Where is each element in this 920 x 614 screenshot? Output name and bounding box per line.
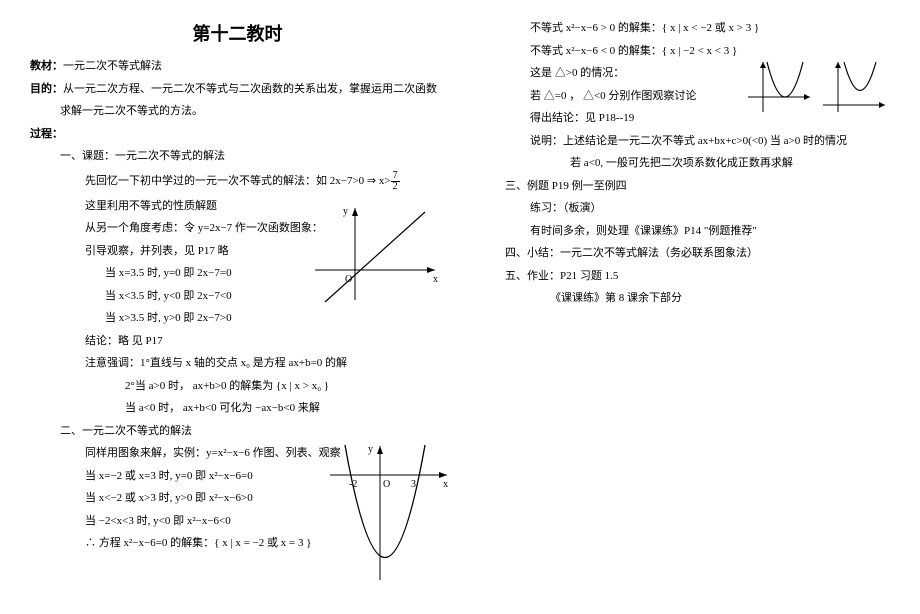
svg-text:3: 3 <box>411 479 416 490</box>
r-line-6: 说明：上述结论是一元二次不等式 ax+bx+c>0(<0) 当 a>0 时的情况 <box>475 133 890 150</box>
r-line-1: 不等式 x²−x−6 > 0 的解集：{ x | x < −2 或 x > 3 … <box>475 20 890 37</box>
y-axis-label: y <box>343 206 348 217</box>
material-line: 教材：一元二次不等式解法 <box>30 58 445 75</box>
frac-num: 7 <box>391 171 400 182</box>
parabola-graph: x y O -2 3 <box>325 440 455 585</box>
section-4-heading: 四、小结：一元二次不等式解法（务必联系图象法） <box>475 245 890 262</box>
lesson-title: 第十二教时 <box>30 20 445 46</box>
purpose-text-1: 从一元二次方程、一元二次不等式与二次函数的关系出发，掌握运用二次函数 <box>63 83 437 95</box>
section-2-heading: 二、一元二次不等式的解法 <box>30 423 445 440</box>
material-label: 教材： <box>30 60 63 72</box>
svg-text:x: x <box>443 479 448 490</box>
process-label: 过程： <box>30 128 63 140</box>
right-column: 不等式 x²−x−6 > 0 的解集：{ x | x < −2 或 x > 3 … <box>460 20 890 594</box>
s1-line-1: 先回忆一下初中学过的一元一次不等式的解法：如 2x−7>0 ⇒ x>72 <box>30 171 445 192</box>
s5-line-1: 《课课练》第 8 课余下部分 <box>475 290 890 307</box>
material-text: 一元二次不等式解法 <box>63 60 162 72</box>
s1-line-9: 注意强调：1°直线与 x 轴的交点 x₀ 是方程 ax+b=0 的解 <box>30 355 445 372</box>
left-column: 第十二教时 教材：一元二次不等式解法 目的：从一元二次方程、一元二次不等式与二次… <box>30 20 460 594</box>
linear-graph: x y O <box>305 200 445 310</box>
r-line-7: 若 a<0, 一般可先把二次项系数化成正数再求解 <box>475 155 890 172</box>
fraction-7-2: 72 <box>391 171 400 192</box>
svg-text:O: O <box>383 479 390 490</box>
svg-text:-2: -2 <box>349 479 357 490</box>
purpose-line-2: 求解一元二次不等式的方法。 <box>30 103 445 120</box>
origin-label: O <box>345 274 352 285</box>
svg-text:y: y <box>368 444 373 455</box>
section-1-heading: 一、课题：一元二次不等式的解法 <box>30 148 445 165</box>
purpose-line-1: 目的：从一元二次方程、一元二次不等式与二次函数的关系出发，掌握运用二次函数 <box>30 81 445 98</box>
s1-line-11: 当 a<0 时， ax+b<0 可化为 −ax−b<0 来解 <box>30 400 445 417</box>
s1-line-8: 结论：略 见 P17 <box>30 333 445 350</box>
s3-line-1: 练习：（板演） <box>475 200 890 217</box>
section-5-heading: 五、作业：P21 习题 1.5 <box>475 268 890 285</box>
mini-parabola-tangent <box>745 57 815 117</box>
s1-line-10: 2°当 a>0 时， ax+b>0 的解集为 {x | x > x₀ } <box>30 378 445 395</box>
s3-line-2: 有时间多余，则处理《课课练》P14 "例题推荐" <box>475 223 890 240</box>
purpose-label: 目的： <box>30 83 63 95</box>
section-3-heading: 三、例题 P19 例一至例四 <box>475 178 890 195</box>
process-label-line: 过程： <box>30 126 445 143</box>
s1-1a: 先回忆一下初中学过的一元一次不等式的解法：如 2x−7>0 ⇒ x> <box>85 175 391 187</box>
mini-parabola-above <box>820 57 890 117</box>
x-axis-label: x <box>433 274 438 285</box>
frac-den: 2 <box>391 182 400 192</box>
s1-line-7: 当 x>3.5 时, y>0 即 2x−7>0 <box>30 310 445 327</box>
